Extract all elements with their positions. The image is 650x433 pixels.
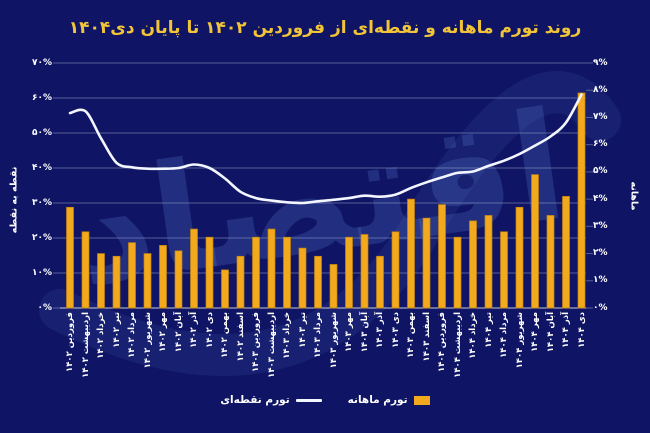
bar-monthly-inflation [577, 92, 586, 309]
bar-monthly-inflation [546, 215, 555, 309]
left-axis-tick-label: ۱۰% [31, 267, 52, 278]
x-axis-label: تیر ۱۴۰۲ [111, 312, 122, 348]
bar-monthly-inflation [159, 245, 167, 309]
bar-monthly-inflation [469, 220, 477, 309]
bar-monthly-inflation [283, 236, 291, 309]
x-axis-label: اردیبهشت ۱۴۰۲ [80, 312, 91, 378]
bar-monthly-inflation [190, 228, 198, 309]
bar-monthly-inflation [422, 217, 431, 309]
bar-monthly-inflation [500, 231, 508, 309]
left-axis-tick-label: ۶۰% [31, 92, 52, 103]
legend-item-monthly-inflation: تورم ماهانه [348, 394, 430, 406]
line-marker-icon [295, 398, 322, 402]
x-axis-label: فروردین ۱۴۰۲ [65, 312, 75, 372]
bar-monthly-inflation [562, 196, 570, 309]
x-axis-label: مرداد ۱۴۰۲ [127, 312, 137, 358]
bar-monthly-inflation [236, 255, 245, 309]
x-axis-label: مهر ۱۴۰۴ [530, 312, 540, 352]
bar-monthly-inflation [112, 255, 121, 309]
bar-marker-icon [413, 395, 430, 405]
x-axis-label: اسفند ۱۴۰۲ [235, 312, 246, 362]
x-axis-label: مرداد ۱۴۰۴ [499, 312, 509, 358]
bar-monthly-inflation [298, 247, 307, 309]
x-axis-label: مهر ۱۴۰۲ [158, 312, 168, 352]
x-axis-label: خرداد ۱۴۰۲ [96, 312, 106, 359]
bar-monthly-inflation [205, 236, 214, 309]
bar-monthly-inflation [267, 228, 276, 309]
right-axis-tick-label: ۲% [593, 248, 608, 259]
x-axis-label: خرداد ۱۴۰۴ [468, 312, 478, 359]
x-axis-label: آذر ۱۴۰۳ [375, 312, 385, 348]
bar-monthly-inflation [407, 198, 415, 309]
right-axis-tick-label: ۸% [593, 84, 608, 95]
right-axis-tick-label: ۳% [593, 220, 608, 231]
x-axis-label: آبان ۱۴۰۲ [173, 312, 184, 353]
legend-label-monthly-inflation: تورم ماهانه [347, 394, 408, 406]
bar-monthly-inflation [391, 231, 400, 309]
x-axis-label: مرداد ۱۴۰۳ [313, 312, 323, 358]
right-axis-tick-label: ۱% [593, 275, 608, 286]
right-axis-tick-label: ۹% [593, 57, 608, 68]
x-axis-label: اسفند ۱۴۰۳ [421, 312, 432, 362]
right-axis-tick-label: ۴% [593, 193, 608, 204]
x-axis-label: دی ۱۴۰۳ [390, 312, 401, 348]
bar-monthly-inflation [221, 269, 229, 309]
x-axis-label: بهمن ۱۴۰۲ [220, 312, 230, 358]
x-axis-label: آذر ۱۴۰۴ [561, 312, 571, 348]
bar-monthly-inflation [531, 174, 539, 309]
x-axis-label: مهر ۱۴۰۳ [344, 312, 354, 352]
left-axis-tick-label: ۲۰% [31, 232, 52, 243]
left-axis-tick-label: ۴۰% [31, 162, 52, 173]
left-axis-tick-label: ۳۰% [31, 197, 52, 208]
bar-monthly-inflation [128, 242, 136, 309]
bar-monthly-inflation [143, 253, 152, 309]
x-axis-label: شهریور ۱۴۰۴ [514, 312, 525, 369]
bar-monthly-inflation [81, 231, 90, 309]
bar-monthly-inflation [515, 206, 524, 309]
bar-monthly-inflation [252, 236, 260, 309]
x-axis-label: آذر ۱۴۰۲ [189, 312, 199, 348]
x-axis-label: تیر ۱۴۰۳ [297, 312, 308, 348]
x-axis-label: شهریور ۱۴۰۲ [142, 312, 153, 369]
x-axis-label: فروردین ۱۴۰۴ [437, 312, 447, 372]
chart-title: روند تورم ماهانه و نقطه‌ای از فروردین ۱۴… [68, 18, 582, 38]
bar-monthly-inflation [376, 255, 384, 309]
x-axis-label: فروردین ۱۴۰۳ [251, 312, 261, 372]
x-axis-label: دی ۱۴۰۴ [576, 312, 587, 348]
right-axis-tick-label: ۷% [593, 111, 608, 122]
left-axis-tick-label: ۵۰% [31, 127, 52, 138]
x-axis-label: اردیبهشت ۱۴۰۳ [266, 312, 277, 378]
x-axis-label: تیر ۱۴۰۴ [483, 312, 494, 348]
right-axis-tick-label: ۰% [593, 302, 608, 313]
line-point-inflation [68, 93, 583, 205]
right-axis-tick-label: ۶% [593, 139, 608, 150]
bar-monthly-inflation [345, 236, 353, 309]
bar-monthly-inflation [314, 255, 322, 309]
left-axis-tick-label: ۷۰% [31, 57, 52, 68]
x-axis-label: اردیبهشت ۱۴۰۴ [452, 312, 463, 378]
bar-monthly-inflation [484, 215, 493, 309]
x-axis-label: آبان ۱۴۰۴ [545, 312, 556, 353]
legend-label-point-inflation: تورم نقطه‌ای [220, 394, 290, 406]
bar-monthly-inflation [66, 206, 74, 309]
bar-monthly-inflation [360, 234, 369, 309]
x-axis-label: آبان ۱۴۰۳ [359, 312, 370, 353]
x-axis-label: بهمن ۱۴۰۳ [406, 312, 416, 358]
bar-monthly-inflation [438, 204, 446, 309]
legend: تورم نقطه‌ای تورم ماهانه [0, 394, 650, 406]
bar-monthly-inflation [97, 253, 105, 309]
bar-monthly-inflation [174, 250, 183, 309]
right-axis-tick-label: ۵% [593, 166, 608, 177]
x-axis-label: خرداد ۱۴۰۳ [282, 312, 292, 359]
left-axis-tick-label: ۰% [37, 302, 52, 313]
x-axis-label: دی ۱۴۰۲ [204, 312, 215, 348]
x-axis-label: شهریور ۱۴۰۳ [328, 312, 339, 369]
legend-item-point-inflation: تورم نقطه‌ای [220, 394, 322, 406]
bar-monthly-inflation [329, 264, 338, 309]
bar-monthly-inflation [453, 236, 462, 309]
